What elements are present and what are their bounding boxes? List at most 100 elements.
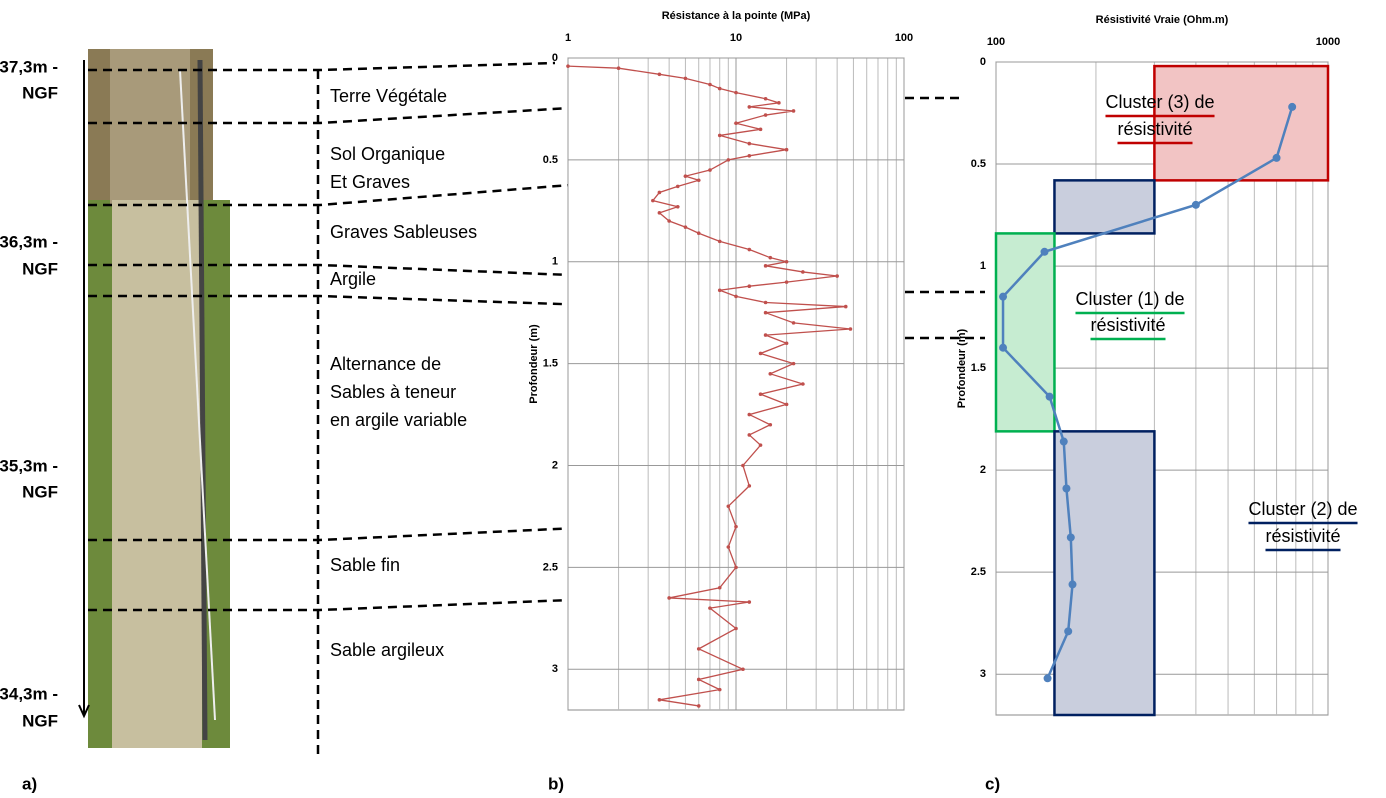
data-point (1064, 627, 1073, 636)
data-point (696, 178, 701, 183)
y-tick-label: 0 (980, 56, 986, 68)
y-tick-label: 3 (980, 668, 986, 680)
depth-label: NGF (22, 83, 58, 102)
data-point (777, 101, 781, 105)
data-point (791, 109, 796, 113)
data-point (1043, 674, 1052, 683)
panel-label: b) (548, 774, 564, 793)
data-point (758, 443, 763, 447)
x-tick-label: 1000 (1316, 36, 1340, 48)
data-point (651, 198, 655, 203)
annotation: résistivité (1265, 526, 1340, 546)
layer-label: Argile (330, 269, 376, 289)
x-tick-label: 1 (565, 32, 571, 44)
data-point (726, 158, 731, 162)
data-point (657, 698, 662, 702)
data-point (763, 96, 768, 101)
data-point (667, 219, 671, 223)
data-point (791, 361, 796, 366)
data-point (747, 284, 752, 289)
data-point (801, 382, 805, 386)
cluster-region (1153, 64, 1330, 182)
chart-title: Résistivité Vraie (Ohm.m) (1096, 14, 1229, 26)
data-point (708, 606, 712, 610)
data-point (758, 351, 763, 356)
y-tick-label: 2 (552, 459, 558, 471)
data-point (848, 327, 853, 331)
layer-label: Alternance de (330, 354, 441, 374)
data-point (758, 392, 763, 396)
depth-label: NGF (22, 482, 58, 501)
data-point (1191, 200, 1200, 209)
data-point (747, 484, 752, 488)
layer-label: Sable argileux (330, 640, 444, 660)
data-point (696, 231, 701, 236)
layer-label: Sable fin (330, 555, 400, 575)
data-point (763, 300, 768, 305)
y-tick-label: 1 (980, 260, 986, 272)
layer-boundaries (88, 61, 985, 612)
data-point (657, 211, 662, 215)
y-tick-label: 0.5 (543, 154, 558, 166)
data-point (657, 190, 662, 195)
data-point (768, 372, 773, 376)
y-tick-label: 1 (552, 256, 558, 268)
data-point (667, 596, 671, 600)
x-tick-label: 100 (895, 32, 913, 44)
data-point (683, 76, 688, 81)
data-point (683, 174, 688, 178)
layer-label: Sables à teneur (330, 382, 456, 402)
data-point (758, 127, 763, 132)
data-point (1066, 533, 1075, 542)
data-point (717, 86, 722, 91)
data-point (1059, 437, 1068, 446)
arrow-head (78, 704, 90, 719)
annotation: Cluster (1) de (1075, 289, 1184, 309)
y-tick-label: 3 (552, 663, 558, 675)
depth-label: 36,3m - (0, 232, 58, 251)
data-point (784, 259, 789, 264)
data-point (734, 626, 738, 631)
data-point (696, 677, 701, 682)
panel-label: a) (22, 774, 37, 793)
data-point (784, 341, 789, 346)
y-axis-label: Profondeur (m) (956, 328, 968, 408)
annotation: Cluster (3) de (1105, 92, 1214, 112)
data-point (683, 225, 688, 229)
data-point (708, 82, 712, 87)
y-tick-label: 1.5 (543, 358, 558, 370)
data-point (791, 321, 796, 325)
y-tick-label: 0.5 (971, 158, 986, 170)
data-point (784, 402, 789, 407)
data-point (717, 687, 722, 692)
cable (179, 69, 216, 721)
y-tick-label: 0 (552, 52, 558, 64)
annotation: résistivité (1090, 315, 1165, 335)
layer-label: Et Graves (330, 172, 410, 192)
data-point (999, 343, 1008, 352)
data-point (616, 66, 621, 70)
data-point (763, 264, 768, 268)
data-point (734, 565, 738, 570)
data-point (1068, 580, 1077, 589)
layer-label: en argile variable (330, 410, 467, 430)
data-point (734, 90, 738, 95)
data-point (784, 147, 789, 152)
chart-title: Résistance à la pointe (MPa) (662, 10, 811, 22)
soil-strip (112, 200, 202, 748)
data-point (734, 294, 738, 299)
data-point (717, 585, 722, 590)
data-point (1288, 102, 1297, 111)
depth-label: 37,3m - (0, 57, 58, 76)
data-point (726, 504, 731, 509)
cluster-region (1053, 179, 1156, 235)
data-point (717, 133, 722, 138)
data-point (747, 154, 752, 158)
data-point (726, 545, 731, 549)
data-point (763, 113, 768, 117)
y-tick-label: 1.5 (971, 362, 986, 374)
data-point (741, 463, 745, 468)
data-point (747, 600, 752, 604)
x-tick-label: 100 (987, 36, 1005, 48)
